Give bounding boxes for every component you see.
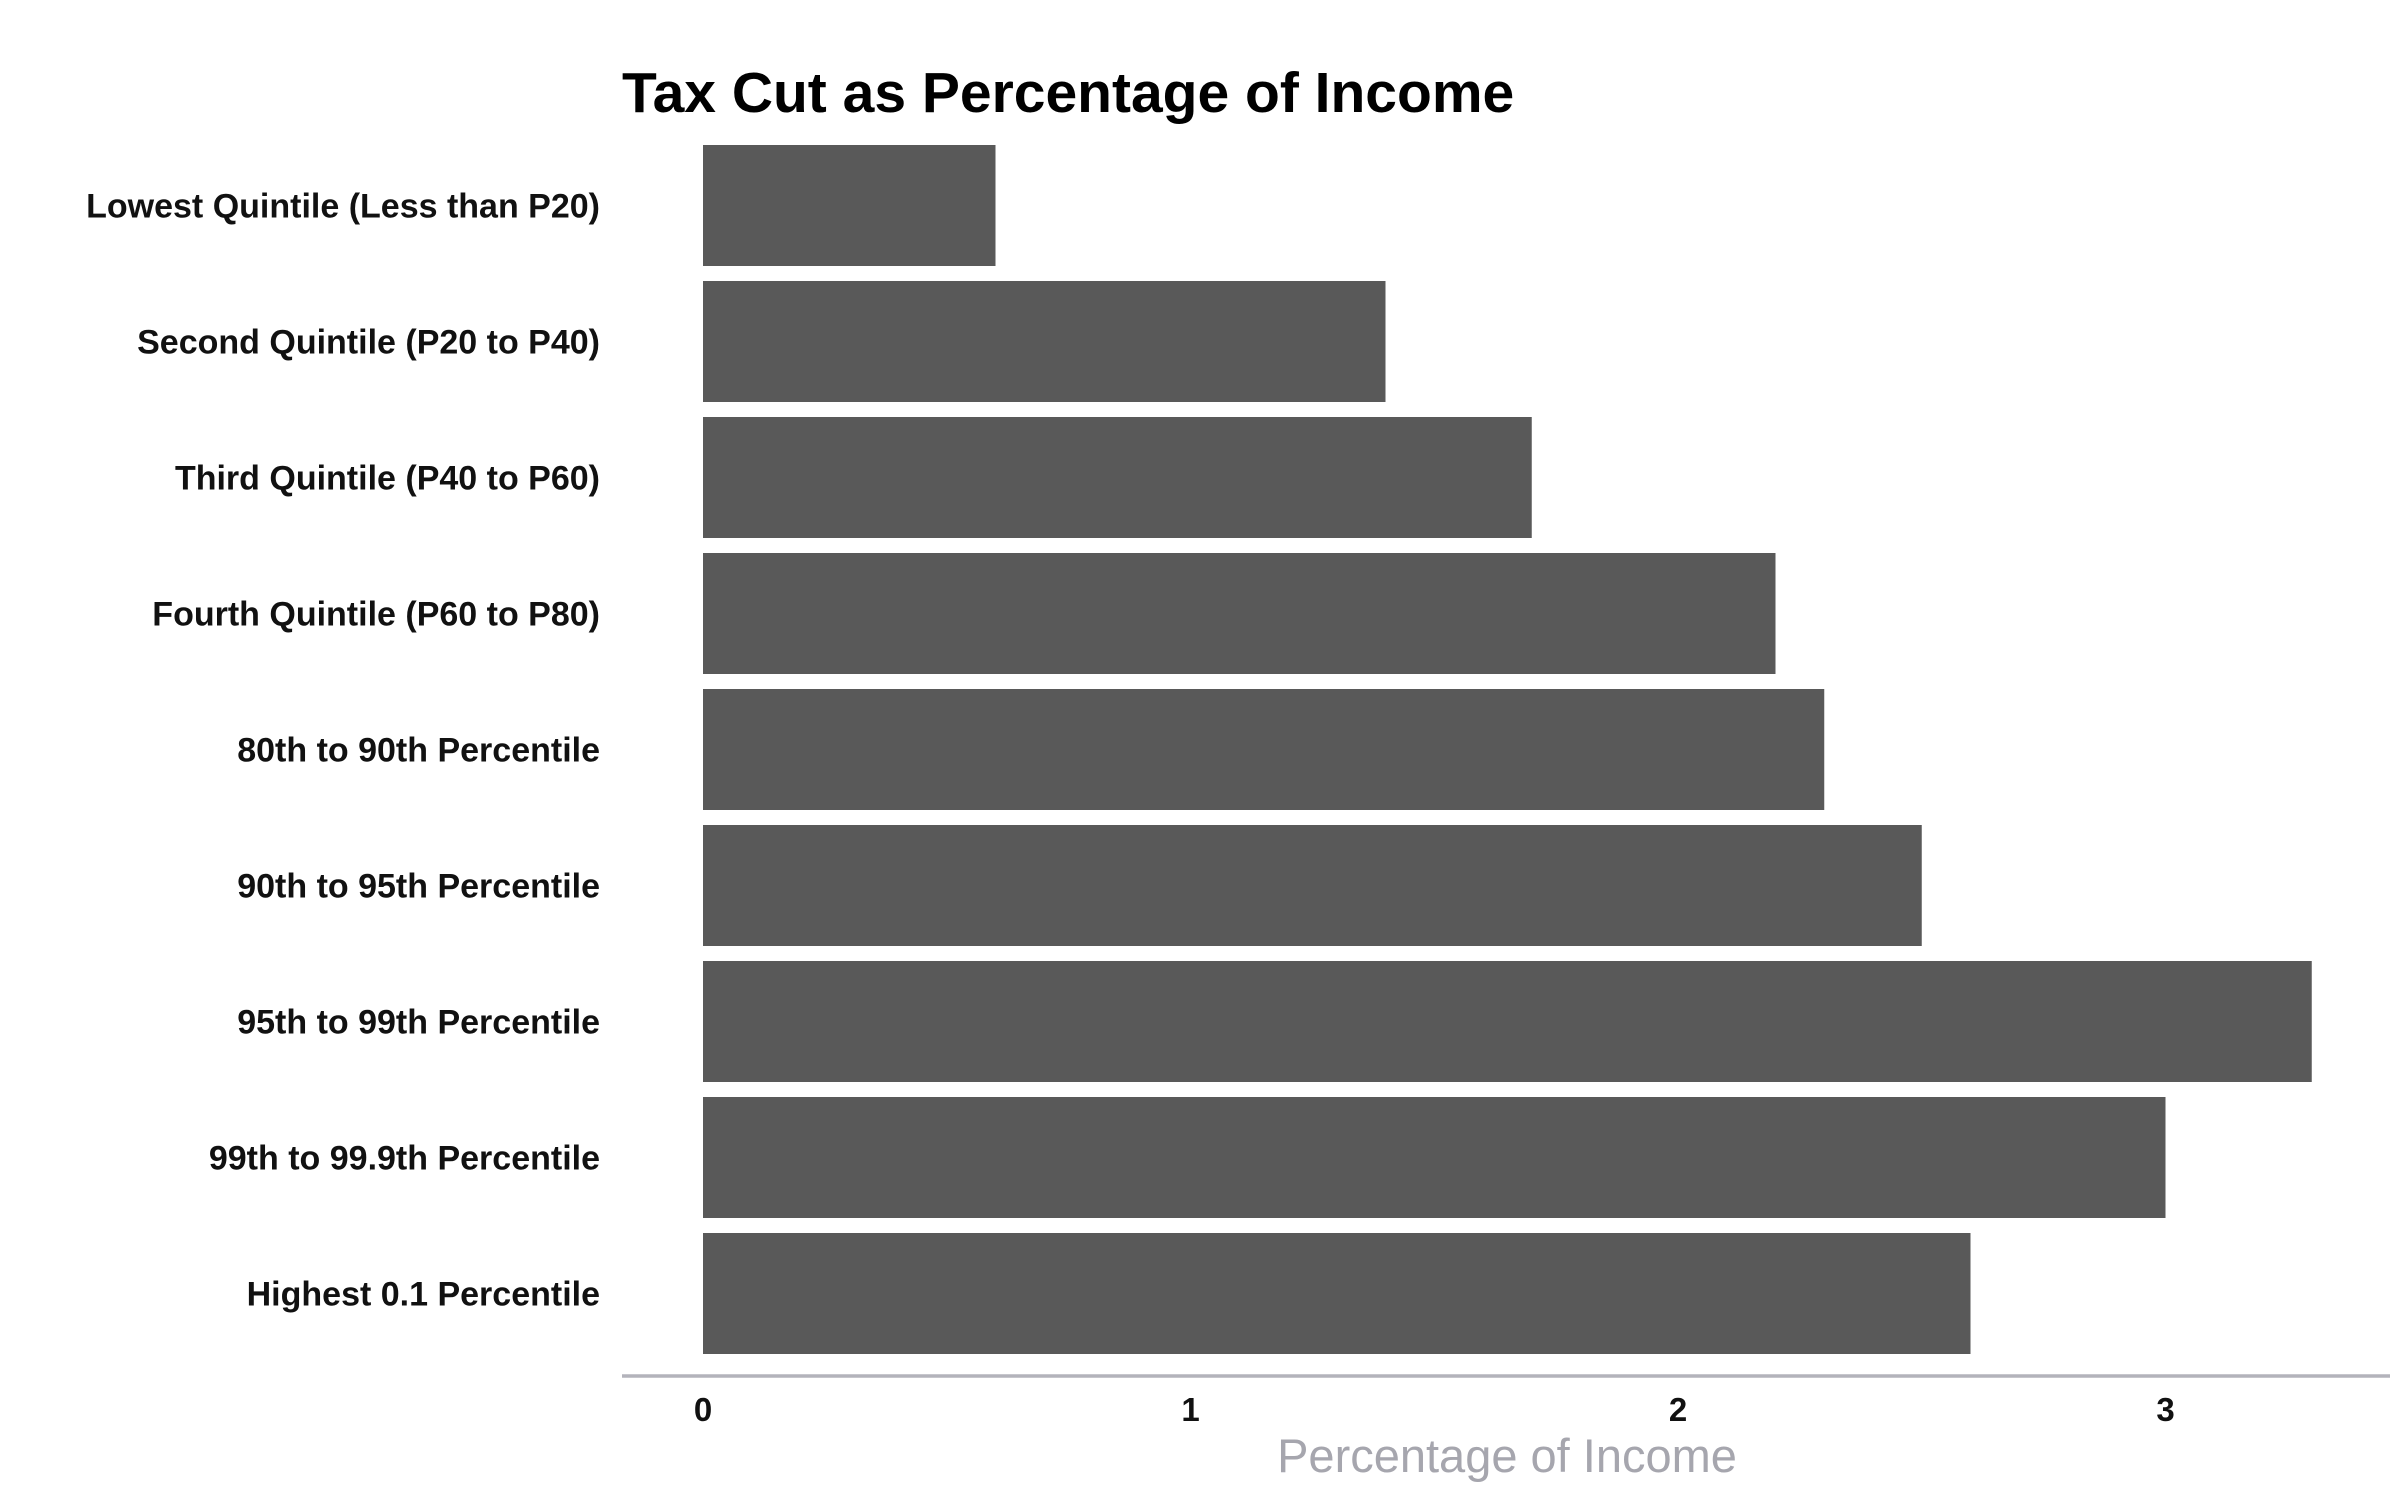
bar-6 [703,961,2312,1082]
bar-8 [703,1233,1971,1354]
bar-4 [703,689,1825,810]
bar-0 [703,145,996,266]
x-tick-label-0: 0 [694,1391,712,1428]
x-tick-label-2: 2 [1669,1391,1687,1428]
category-label-0: Lowest Quintile (Less than P20) [86,188,600,226]
category-label-1: Second Quintile (P20 to P40) [137,324,600,362]
x-tick-label-1: 1 [1181,1391,1199,1428]
bar-5 [703,825,1922,946]
category-label-3: Fourth Quintile (P60 to P80) [152,596,600,634]
bar-3 [703,553,1776,674]
category-label-5: 90th to 95th Percentile [237,868,600,906]
bar-2 [703,417,1532,538]
bar-7 [703,1097,2166,1218]
category-label-2: Third Quintile (P40 to P60) [175,460,600,498]
x-tick-label-3: 3 [2156,1391,2174,1428]
category-label-8: Highest 0.1 Percentile [247,1276,600,1314]
chart-title: Tax Cut as Percentage of Income [622,61,1514,125]
category-label-4: 80th to 90th Percentile [237,732,600,770]
bars-group [703,145,2312,1354]
bar-1 [703,281,1386,402]
category-label-6: 95th to 99th Percentile [237,1004,600,1042]
x-axis-title: Percentage of Income [1277,1429,1737,1482]
x-tick-labels: 0 1 2 3 [694,1391,2175,1428]
category-labels: Lowest Quintile (Less than P20) Second Qu… [86,188,600,1314]
category-label-7: 99th to 99.9th Percentile [209,1140,600,1178]
